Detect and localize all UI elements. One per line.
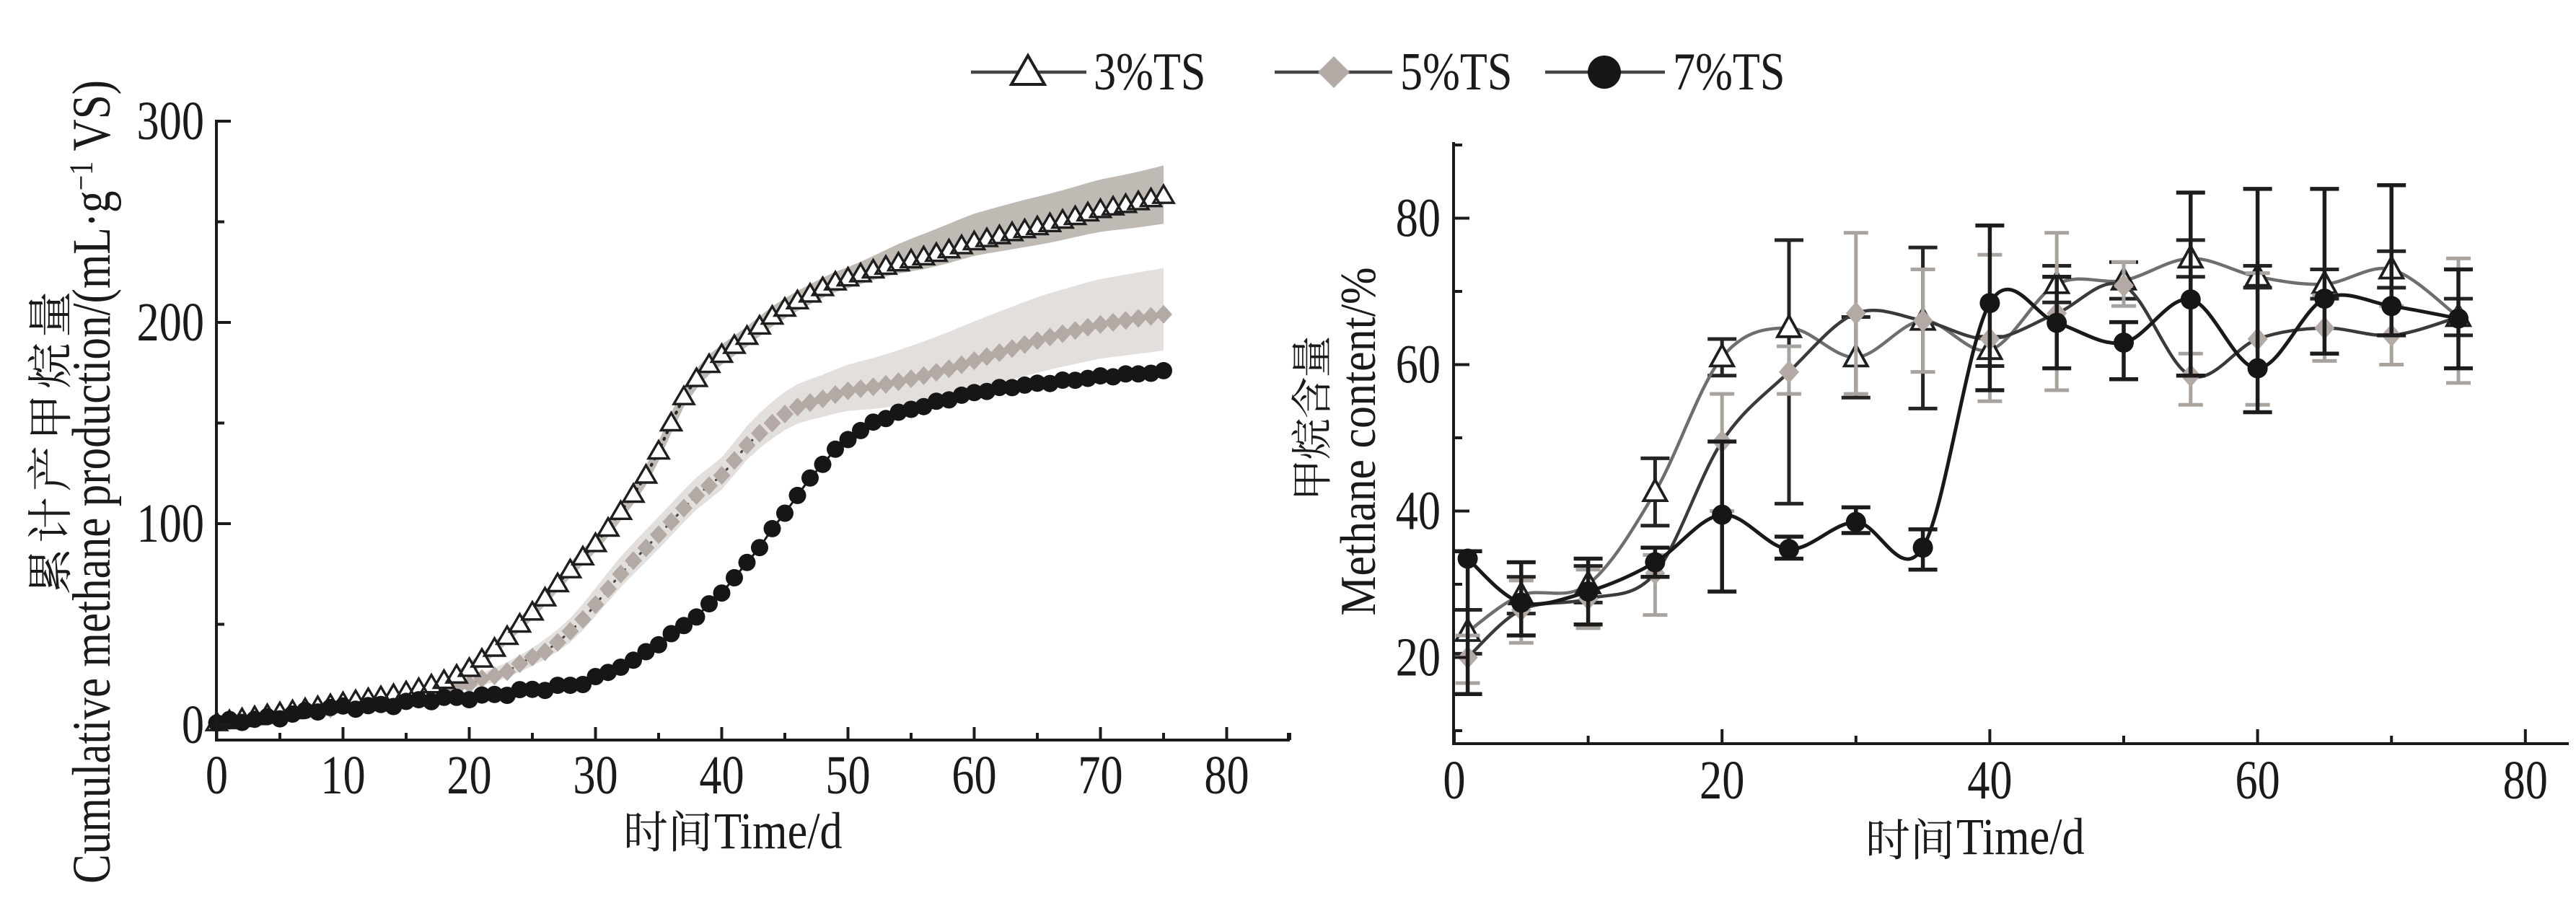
svg-text:0: 0 <box>206 745 228 806</box>
svg-text:50: 50 <box>825 745 870 806</box>
svg-text:60: 60 <box>1396 335 1441 395</box>
svg-text:40: 40 <box>699 745 744 806</box>
svg-text:30: 30 <box>573 745 617 806</box>
svg-text:20: 20 <box>1700 750 1744 811</box>
svg-text:40: 40 <box>1967 750 2012 811</box>
svg-text:80: 80 <box>1396 188 1441 249</box>
svg-text:20: 20 <box>447 745 491 806</box>
svg-text:Time/d: Time/d <box>714 802 843 860</box>
svg-text:Cumulative methane production/: Cumulative methane production/(mL·g−1 VS… <box>61 80 121 884</box>
svg-text:60: 60 <box>951 745 996 806</box>
svg-text:0: 0 <box>182 695 204 755</box>
svg-text:300: 300 <box>137 91 204 151</box>
svg-text:Time/d: Time/d <box>1956 808 2085 866</box>
svg-text:3%TS: 3%TS <box>1094 42 1205 101</box>
svg-text:0: 0 <box>1443 750 1465 811</box>
svg-text:60: 60 <box>2235 750 2280 811</box>
svg-text:10: 10 <box>320 745 365 806</box>
svg-text:7%TS: 7%TS <box>1673 42 1785 101</box>
svg-text:40: 40 <box>1396 481 1441 542</box>
svg-text:Methane content/%: Methane content/% <box>1331 267 1386 615</box>
svg-text:80: 80 <box>2503 750 2548 811</box>
svg-text:200: 200 <box>137 292 204 353</box>
svg-text:100: 100 <box>137 493 204 554</box>
svg-text:70: 70 <box>1078 745 1122 806</box>
svg-text:20: 20 <box>1396 628 1441 688</box>
svg-text:5%TS: 5%TS <box>1400 42 1512 101</box>
svg-text:80: 80 <box>1204 745 1249 806</box>
